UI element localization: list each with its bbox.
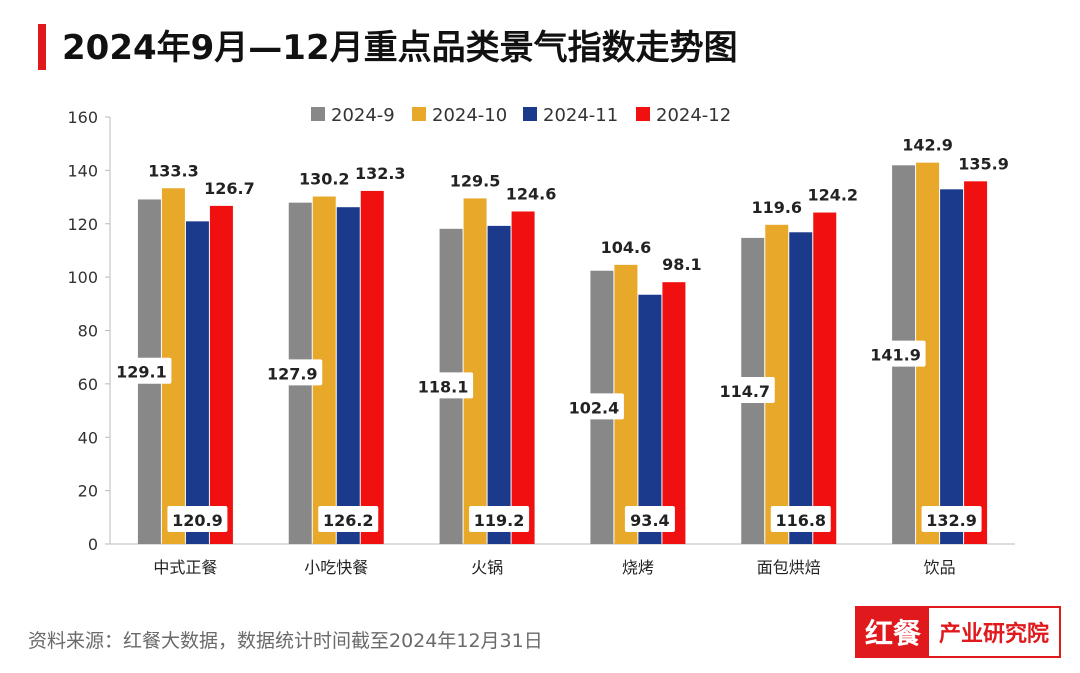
data-label: 130.2 xyxy=(299,170,350,189)
y-tick-label: 120 xyxy=(67,215,98,234)
data-label: 104.6 xyxy=(601,238,652,257)
data-label: 124.6 xyxy=(506,184,557,203)
data-label: 102.4 xyxy=(569,398,620,417)
x-category-label: 小吃快餐 xyxy=(304,558,368,577)
data-label-bg xyxy=(865,340,926,367)
bar-chart: 0 20 40 60 80 100 120 140 160 2024-9 2024-10 2024-1… xyxy=(67,105,1015,577)
data-label-bg xyxy=(167,506,228,532)
data-label: 133.3 xyxy=(148,161,199,180)
bar xyxy=(360,190,384,544)
bar xyxy=(662,282,686,544)
y-tick-label: 20 xyxy=(78,482,98,501)
data-label: 132.9 xyxy=(926,511,977,530)
x-category-label: 面包烘焙 xyxy=(757,558,821,577)
bar xyxy=(312,196,336,544)
data-label: 116.8 xyxy=(775,511,826,530)
data-label: 93.4 xyxy=(630,511,669,530)
data-label: 126.7 xyxy=(204,179,255,198)
bar xyxy=(209,205,233,544)
data-label: 142.9 xyxy=(902,136,953,155)
y-tick-label: 100 xyxy=(67,268,98,287)
data-label: 119.2 xyxy=(474,511,525,530)
bar xyxy=(511,211,535,544)
data-label: 120.9 xyxy=(172,511,223,530)
bar xyxy=(463,198,487,544)
data-label: 118.1 xyxy=(418,377,469,396)
y-tick-label: 60 xyxy=(78,375,98,394)
legend-swatch xyxy=(311,107,325,121)
data-label: 141.9 xyxy=(870,346,921,365)
data-label: 127.9 xyxy=(267,364,318,383)
y-tick-label: 140 xyxy=(67,161,98,180)
x-category-label: 中式正餐 xyxy=(153,558,217,577)
data-label: 135.9 xyxy=(958,154,1009,173)
bar xyxy=(185,221,209,544)
data-label-bg xyxy=(624,506,675,532)
legend-label: 2024-9 xyxy=(331,105,395,126)
data-label: 114.7 xyxy=(719,382,770,401)
y-tick-label: 80 xyxy=(78,322,98,341)
bar xyxy=(789,232,813,545)
data-label-bg xyxy=(262,359,323,386)
bar xyxy=(487,225,511,544)
title-accent-bar xyxy=(38,24,46,70)
data-label: 119.6 xyxy=(751,198,802,217)
data-label-bg xyxy=(469,506,530,532)
bar xyxy=(916,162,940,544)
brand-logo: 红餐 产业研究院 xyxy=(855,606,1062,658)
data-label: 129.1 xyxy=(116,363,167,382)
bar xyxy=(614,264,638,544)
bar xyxy=(940,189,964,544)
bar xyxy=(964,181,988,544)
y-tick-label: 0 xyxy=(88,535,98,554)
data-label-bg xyxy=(111,357,172,384)
legend-label: 2024-10 xyxy=(432,105,507,126)
x-category-label: 饮品 xyxy=(924,558,956,577)
legend-swatch xyxy=(636,107,650,121)
data-label-bg xyxy=(770,506,831,532)
logo-org-text: 产业研究院 xyxy=(929,608,1060,656)
y-tick-label: 40 xyxy=(78,428,98,447)
data-label-bg xyxy=(921,506,982,532)
legend-swatch xyxy=(412,107,426,121)
data-label-bg xyxy=(714,376,775,403)
data-label: 98.1 xyxy=(662,255,701,274)
x-category-label: 烧烤 xyxy=(622,558,654,577)
chart-title: 2024年9月—12月重点品类景气指数走势图 xyxy=(62,28,738,68)
bar xyxy=(161,188,185,545)
data-label-bg xyxy=(413,372,474,399)
y-tick-label: 160 xyxy=(67,108,98,127)
legend-label: 2024-11 xyxy=(543,105,618,126)
logo-mark-text: 红餐 xyxy=(857,608,930,656)
data-label: 132.3 xyxy=(355,164,406,183)
bar xyxy=(638,294,662,544)
data-label: 124.2 xyxy=(807,186,858,205)
data-label: 129.5 xyxy=(450,171,501,190)
source-note: 资料来源：红餐大数据，数据统计时间截至2024年12月31日 xyxy=(28,630,543,652)
bar xyxy=(336,207,360,545)
data-label-bg xyxy=(563,393,624,420)
data-label: 126.2 xyxy=(323,511,374,530)
bar xyxy=(813,212,837,544)
bar xyxy=(765,224,789,544)
x-category-label: 火锅 xyxy=(471,558,503,577)
legend-swatch xyxy=(523,107,537,121)
data-label-bg xyxy=(318,506,379,532)
legend-label: 2024-12 xyxy=(656,105,731,126)
